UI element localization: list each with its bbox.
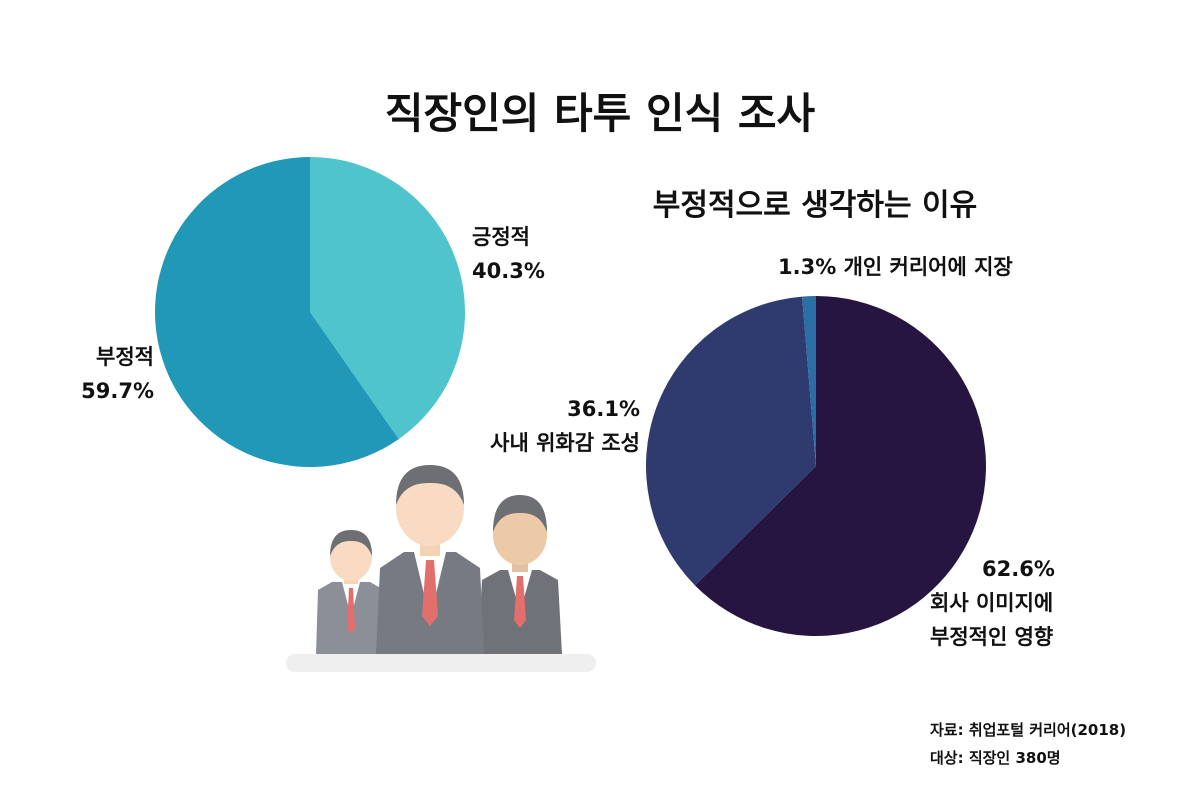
attitude-pie-chart — [154, 157, 465, 467]
negative-label-text: 부정적 — [96, 345, 154, 369]
source-line: 자료: 취업포털 커리어(2018) — [930, 721, 1127, 739]
career-label-text: 개인 커리어에 지장 — [843, 255, 1013, 279]
company-image-slice — [695, 296, 986, 636]
image-label-line-1: 회사 이미지에 — [930, 591, 1054, 615]
negative-slice-label: 부정적 59.7% — [62, 340, 154, 408]
image-value-label: 62.6% — [982, 557, 1055, 581]
positive-label-text: 긍정적 — [472, 225, 530, 249]
harmony-value-label: 36.1% — [567, 397, 640, 421]
reasons-pie-chart — [645, 296, 986, 636]
sample-line: 대상: 직장인 380명 — [930, 749, 1061, 767]
harmony-slice-label: 36.1% 사내 위화감 조성 — [440, 392, 640, 460]
page-title: 직장인의 타투 인식 조사 — [384, 89, 816, 138]
source-note: 자료: 취업포털 커리어(2018) 대상: 직장인 380명 — [930, 716, 1126, 772]
career-slice-label: 1.3% 개인 커리어에 지장 — [778, 250, 1013, 284]
image-slice-label: 62.6% 회사 이미지에 부정적인 영향 — [930, 552, 1055, 654]
workplace-harmony-slice — [645, 296, 816, 586]
harmony-label-text: 사내 위화감 조성 — [490, 431, 640, 455]
negative-value-label: 59.7% — [81, 379, 154, 403]
reasons-chart-title: 부정적으로 생각하는 이유 — [652, 188, 978, 223]
career-slice — [802, 296, 816, 466]
image-label-line-2: 부정적인 영향 — [930, 625, 1054, 649]
positive-value-label: 40.3% — [472, 259, 545, 283]
career-value-label: 1.3% — [778, 255, 837, 279]
positive-slice-label: 긍정적 40.3% — [472, 220, 545, 288]
negative-slice — [154, 157, 399, 467]
office-workers-icon — [286, 465, 596, 672]
positive-slice — [310, 157, 465, 440]
